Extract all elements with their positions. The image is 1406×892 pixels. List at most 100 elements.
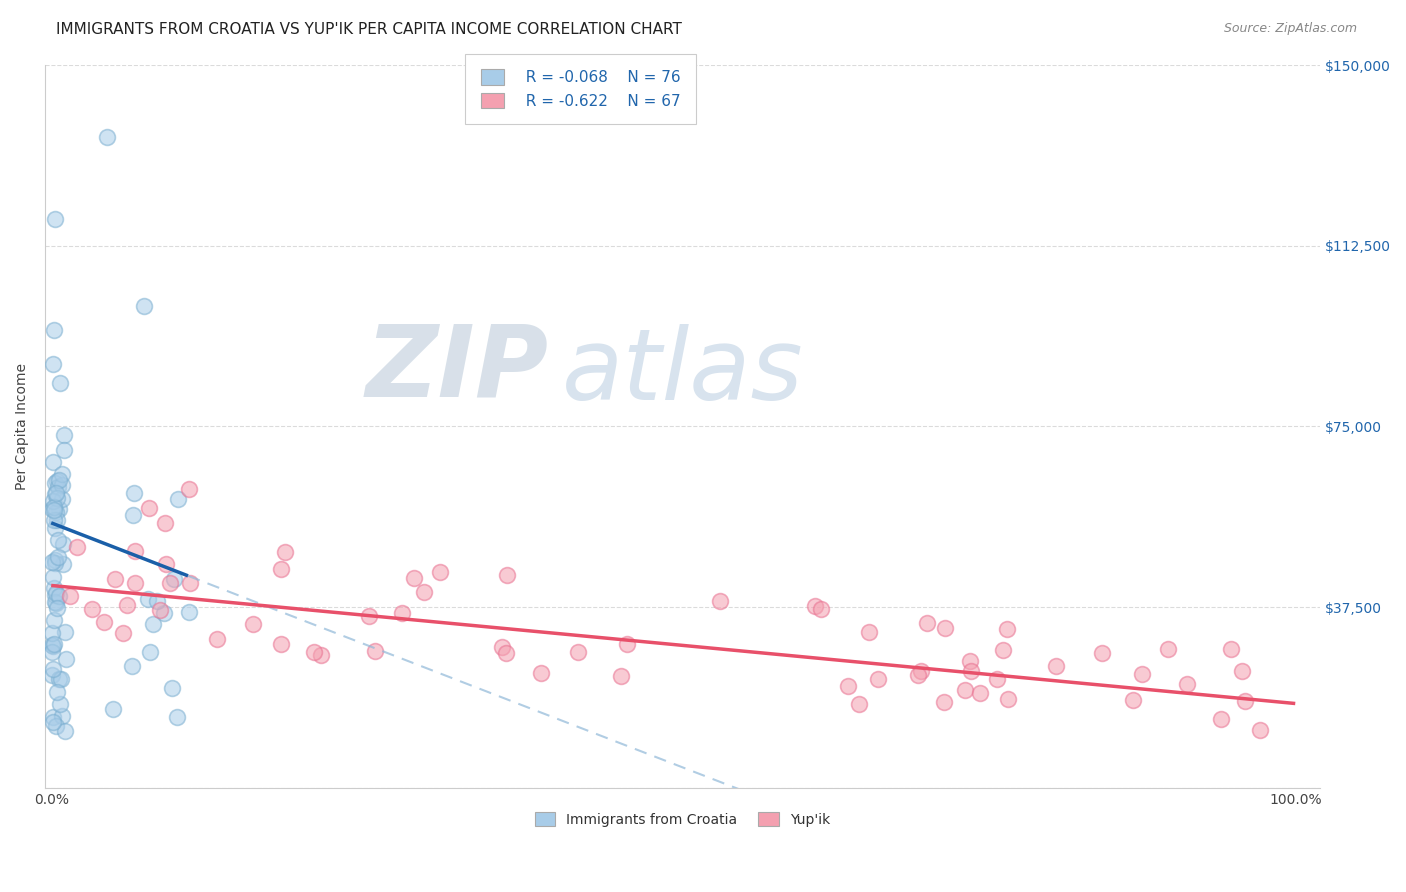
Point	[48, 589, 70, 603]
Point	[41, 668, 63, 682]
Point	[907, 667, 929, 681]
Point	[45, 585, 67, 599]
Point	[364, 644, 387, 658]
Point	[429, 565, 451, 579]
Point	[45, 685, 67, 699]
Point	[138, 501, 160, 516]
Point	[101, 702, 124, 716]
Point	[45, 475, 67, 489]
Point	[93, 615, 115, 630]
Point	[41, 502, 63, 516]
Point	[122, 485, 145, 500]
Point	[44, 595, 66, 609]
Point	[46, 491, 69, 505]
Point	[915, 615, 938, 630]
Point	[242, 617, 264, 632]
Point	[42, 640, 65, 654]
Point	[42, 513, 65, 527]
Point	[142, 617, 165, 632]
Point	[42, 570, 65, 584]
Point	[53, 443, 76, 458]
Point	[610, 668, 633, 682]
Point	[111, 626, 134, 640]
Point	[616, 637, 638, 651]
Point	[42, 323, 65, 337]
Point	[155, 516, 177, 530]
Point	[96, 130, 118, 145]
Point	[270, 636, 292, 650]
Point	[51, 478, 73, 492]
Point	[177, 482, 200, 496]
Point	[45, 505, 67, 519]
Point	[121, 659, 143, 673]
Point	[80, 602, 103, 616]
Point	[42, 500, 65, 514]
Text: atlas: atlas	[561, 324, 803, 421]
Point	[274, 545, 297, 559]
Point	[42, 709, 65, 723]
Point	[932, 695, 955, 709]
Point	[413, 585, 436, 599]
Point	[139, 645, 162, 659]
Point	[179, 605, 201, 619]
Point	[53, 428, 76, 442]
Point	[59, 589, 82, 603]
Point	[803, 599, 825, 614]
Point	[848, 697, 870, 711]
Text: Source: ZipAtlas.com: Source: ZipAtlas.com	[1223, 22, 1357, 36]
Point	[1157, 642, 1180, 657]
Point	[51, 709, 73, 723]
Point	[44, 557, 66, 571]
Point	[205, 632, 228, 647]
Point	[48, 549, 70, 564]
Point	[866, 672, 889, 686]
Point	[66, 540, 89, 554]
Point	[124, 543, 146, 558]
Point	[495, 646, 517, 660]
Point	[46, 533, 69, 547]
Point	[159, 576, 181, 591]
Point	[1209, 712, 1232, 726]
Legend: Immigrants from Croatia, Yup'ik: Immigrants from Croatia, Yup'ik	[526, 804, 839, 835]
Point	[179, 575, 201, 590]
Point	[45, 596, 67, 610]
Point	[44, 520, 66, 534]
Point	[41, 626, 63, 640]
Point	[953, 683, 976, 698]
Point	[55, 652, 77, 666]
Point	[42, 613, 65, 627]
Point	[934, 620, 956, 634]
Point	[160, 681, 183, 695]
Point	[496, 567, 519, 582]
Point	[986, 673, 1008, 687]
Point	[124, 575, 146, 590]
Point	[104, 573, 127, 587]
Point	[1230, 664, 1253, 678]
Point	[42, 493, 65, 508]
Point	[1249, 723, 1271, 737]
Point	[304, 645, 326, 659]
Point	[969, 686, 991, 700]
Point	[49, 376, 72, 390]
Point	[1220, 642, 1243, 657]
Point	[270, 561, 292, 575]
Point	[42, 581, 65, 595]
Point	[995, 622, 1018, 636]
Point	[52, 537, 75, 551]
Point	[44, 487, 66, 501]
Text: IMMIGRANTS FROM CROATIA VS YUP'IK PER CAPITA INCOME CORRELATION CHART: IMMIGRANTS FROM CROATIA VS YUP'IK PER CA…	[56, 22, 682, 37]
Point	[959, 654, 981, 668]
Point	[42, 357, 65, 371]
Point	[44, 588, 66, 602]
Point	[567, 645, 589, 659]
Point	[51, 558, 73, 572]
Point	[1234, 694, 1257, 708]
Point	[42, 502, 65, 516]
Point	[311, 648, 333, 662]
Point	[51, 467, 73, 481]
Point	[997, 691, 1019, 706]
Point	[42, 454, 65, 468]
Point	[404, 571, 426, 585]
Point	[53, 723, 76, 738]
Point	[45, 486, 67, 500]
